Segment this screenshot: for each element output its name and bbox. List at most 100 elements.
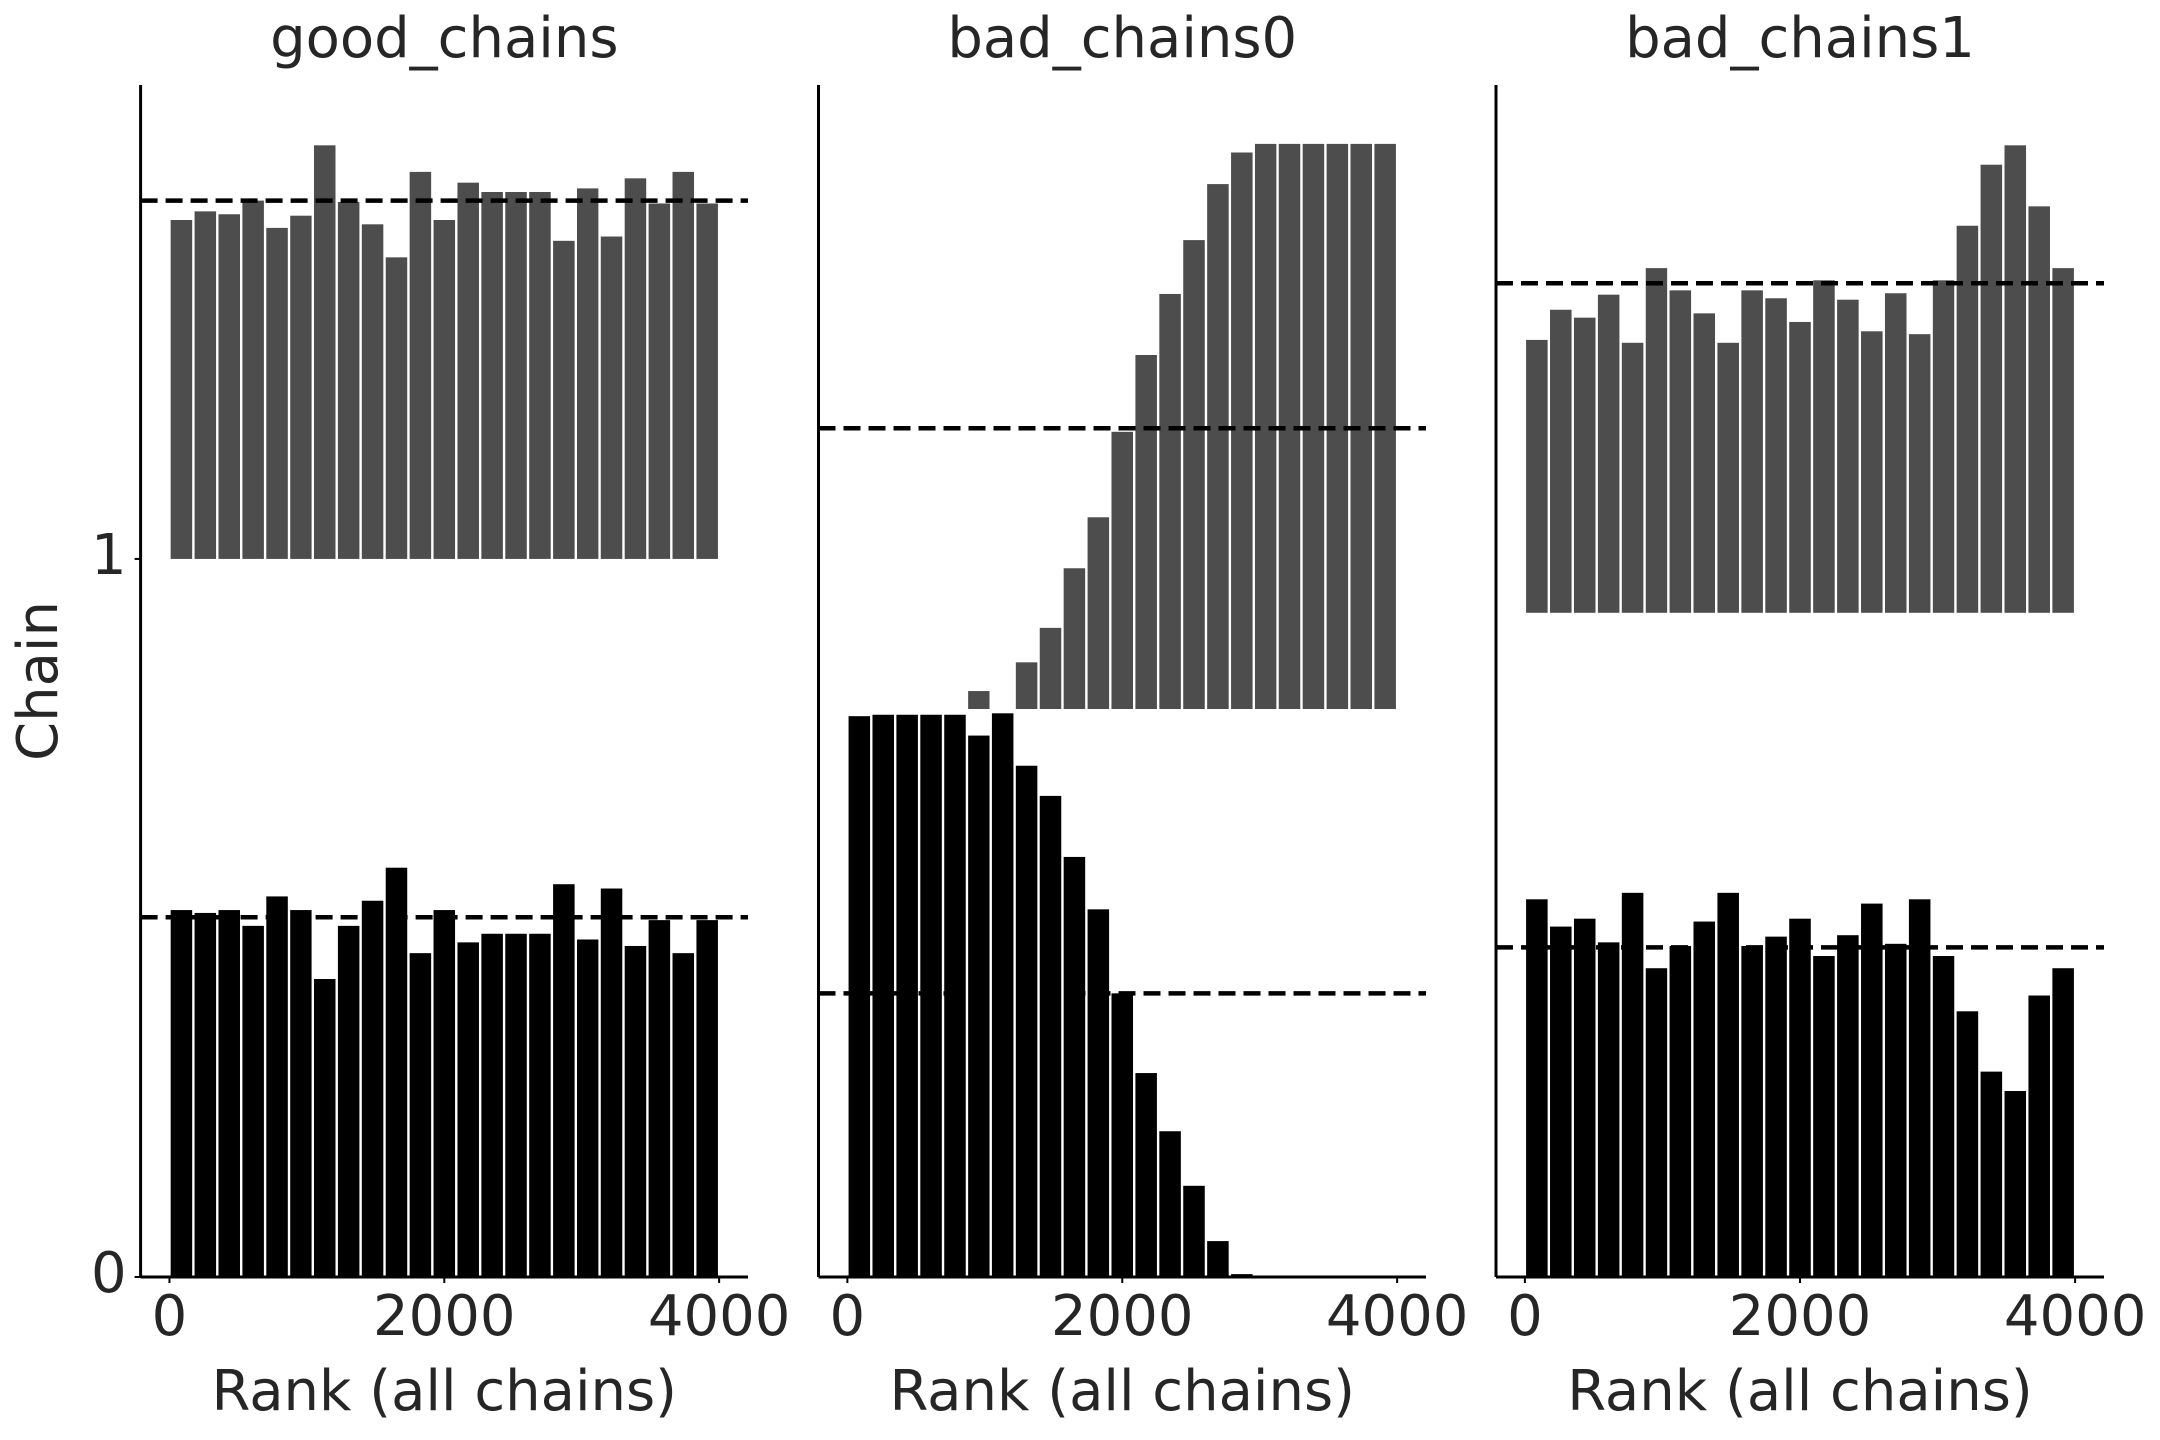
bar [1597,942,1620,1277]
bar [1550,926,1572,1277]
bar [1207,1241,1229,1277]
x-tick-label: 4000 [648,1284,791,1349]
bar [1063,856,1086,1277]
x-tick-label: 0 [830,1284,866,1349]
bar [672,171,695,559]
bar [170,219,193,559]
x-tick-label: 4000 [2004,1284,2147,1349]
bar [313,145,336,559]
bar [624,178,647,559]
bar [1645,968,1668,1277]
y-axis-label: Chain [6,601,71,761]
bar [361,900,384,1277]
bar [1111,993,1134,1277]
bar [361,224,384,559]
bar [1183,240,1205,710]
bar [1597,294,1620,613]
bar [1741,945,1763,1277]
bar [2004,1091,2027,1277]
x-tick-label: 2000 [373,1284,516,1349]
bar [290,910,312,1277]
bar [624,945,647,1277]
bar [696,920,718,1277]
bar [2028,995,2050,1277]
bar [1837,299,1859,613]
bar [1980,164,2003,613]
panel-title: good_chains [270,6,618,71]
bar [1207,184,1229,710]
bar [1717,892,1739,1277]
bar [1717,342,1739,613]
bar [409,953,432,1277]
bar [1621,892,1644,1277]
bar [266,227,288,559]
bar [1813,280,1835,613]
bar [385,867,408,1277]
bar [1669,945,1692,1277]
bar [2028,206,2050,613]
bar [481,933,503,1277]
bar [1573,918,1596,1277]
bar [577,939,599,1277]
bar [1789,918,1811,1277]
y-tick-label: 0 [91,1241,127,1306]
bar [2052,968,2074,1277]
bar [1884,293,1907,613]
bar [1861,903,1883,1277]
bar [1932,956,1955,1277]
bar [1980,1071,2003,1277]
bar [242,200,264,559]
bar [1135,1073,1157,1277]
bar [409,171,432,559]
x-tick-label: 4000 [1326,1284,1469,1349]
bar [577,188,599,559]
bar [1326,143,1349,710]
bar [505,933,527,1277]
bar [553,884,575,1277]
bar [1813,956,1835,1277]
bar [529,191,551,559]
bar [1231,152,1253,710]
bar [433,910,456,1277]
bar [218,910,240,1277]
x-axis-label: Rank (all chains) [1567,1359,2032,1424]
bar [337,925,360,1277]
bar [1908,334,1931,613]
bar [1956,225,1979,613]
bar [1621,342,1644,613]
bar [1111,431,1134,710]
bar [194,211,217,559]
x-tick-label: 0 [1507,1284,1543,1349]
bar [1159,1131,1181,1277]
bar [1526,899,1548,1277]
bar [1135,354,1157,710]
bar [600,236,623,559]
bar [170,910,193,1277]
bar [1908,899,1931,1277]
bar [1039,627,1062,710]
bar [896,714,918,1277]
bar [218,214,240,559]
bar [194,912,217,1277]
bar [290,215,312,559]
bar [2004,145,2027,613]
bar [553,240,575,559]
bar [1063,568,1086,710]
bar [1526,339,1548,613]
bar [433,219,456,559]
bar [1015,765,1038,1277]
bar [968,691,990,710]
bar [337,202,360,559]
bar [944,714,966,1277]
bar [848,716,871,1277]
panel-title: bad_chains0 [947,6,1297,71]
bar [1765,936,1787,1277]
bar [1159,293,1181,710]
bar [1837,935,1859,1277]
bar [313,979,336,1277]
bar [1573,317,1596,613]
y-tick-label: 1 [91,523,127,588]
bar [1693,313,1716,613]
